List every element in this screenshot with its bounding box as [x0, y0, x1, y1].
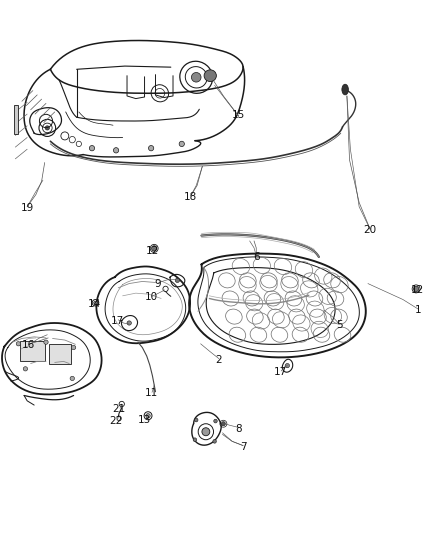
- Text: 16: 16: [22, 341, 35, 350]
- Text: 5: 5: [336, 320, 343, 330]
- Ellipse shape: [94, 301, 97, 304]
- Text: 9: 9: [154, 279, 161, 288]
- Ellipse shape: [148, 146, 154, 151]
- Ellipse shape: [127, 321, 131, 325]
- Ellipse shape: [202, 427, 210, 436]
- Ellipse shape: [179, 141, 184, 147]
- Text: 14: 14: [88, 299, 101, 309]
- Text: 7: 7: [240, 442, 247, 451]
- Text: 20: 20: [364, 225, 377, 235]
- Ellipse shape: [213, 439, 216, 443]
- Text: 6: 6: [253, 252, 260, 262]
- Ellipse shape: [16, 342, 21, 346]
- Text: 17: 17: [111, 316, 124, 326]
- Ellipse shape: [44, 340, 48, 344]
- Text: 10: 10: [145, 293, 158, 302]
- Text: 12: 12: [410, 286, 424, 295]
- Ellipse shape: [191, 72, 201, 82]
- Bar: [14, 105, 18, 134]
- Bar: [20, 341, 45, 361]
- Ellipse shape: [70, 376, 74, 381]
- Ellipse shape: [45, 126, 49, 130]
- Ellipse shape: [342, 84, 349, 95]
- Ellipse shape: [175, 278, 180, 282]
- Text: 1: 1: [415, 305, 422, 315]
- Text: 18: 18: [184, 192, 197, 202]
- Text: 8: 8: [235, 424, 242, 433]
- Text: 19: 19: [21, 203, 34, 213]
- Ellipse shape: [71, 345, 76, 350]
- Ellipse shape: [193, 438, 197, 441]
- Ellipse shape: [113, 148, 119, 153]
- Ellipse shape: [194, 418, 198, 422]
- Ellipse shape: [285, 364, 290, 368]
- Text: 11: 11: [145, 389, 158, 398]
- Ellipse shape: [146, 414, 150, 418]
- Text: 15: 15: [232, 110, 245, 119]
- Text: 2: 2: [215, 355, 223, 365]
- Text: 13: 13: [138, 415, 151, 425]
- Text: 17: 17: [274, 367, 287, 377]
- Ellipse shape: [413, 286, 419, 292]
- Ellipse shape: [204, 70, 216, 82]
- Text: 22: 22: [110, 416, 123, 426]
- Text: 21: 21: [113, 405, 126, 414]
- Ellipse shape: [152, 246, 157, 251]
- Text: 12: 12: [146, 246, 159, 255]
- Ellipse shape: [221, 422, 225, 426]
- Ellipse shape: [23, 367, 28, 371]
- Bar: [49, 344, 71, 364]
- Ellipse shape: [214, 419, 217, 423]
- Ellipse shape: [89, 146, 95, 151]
